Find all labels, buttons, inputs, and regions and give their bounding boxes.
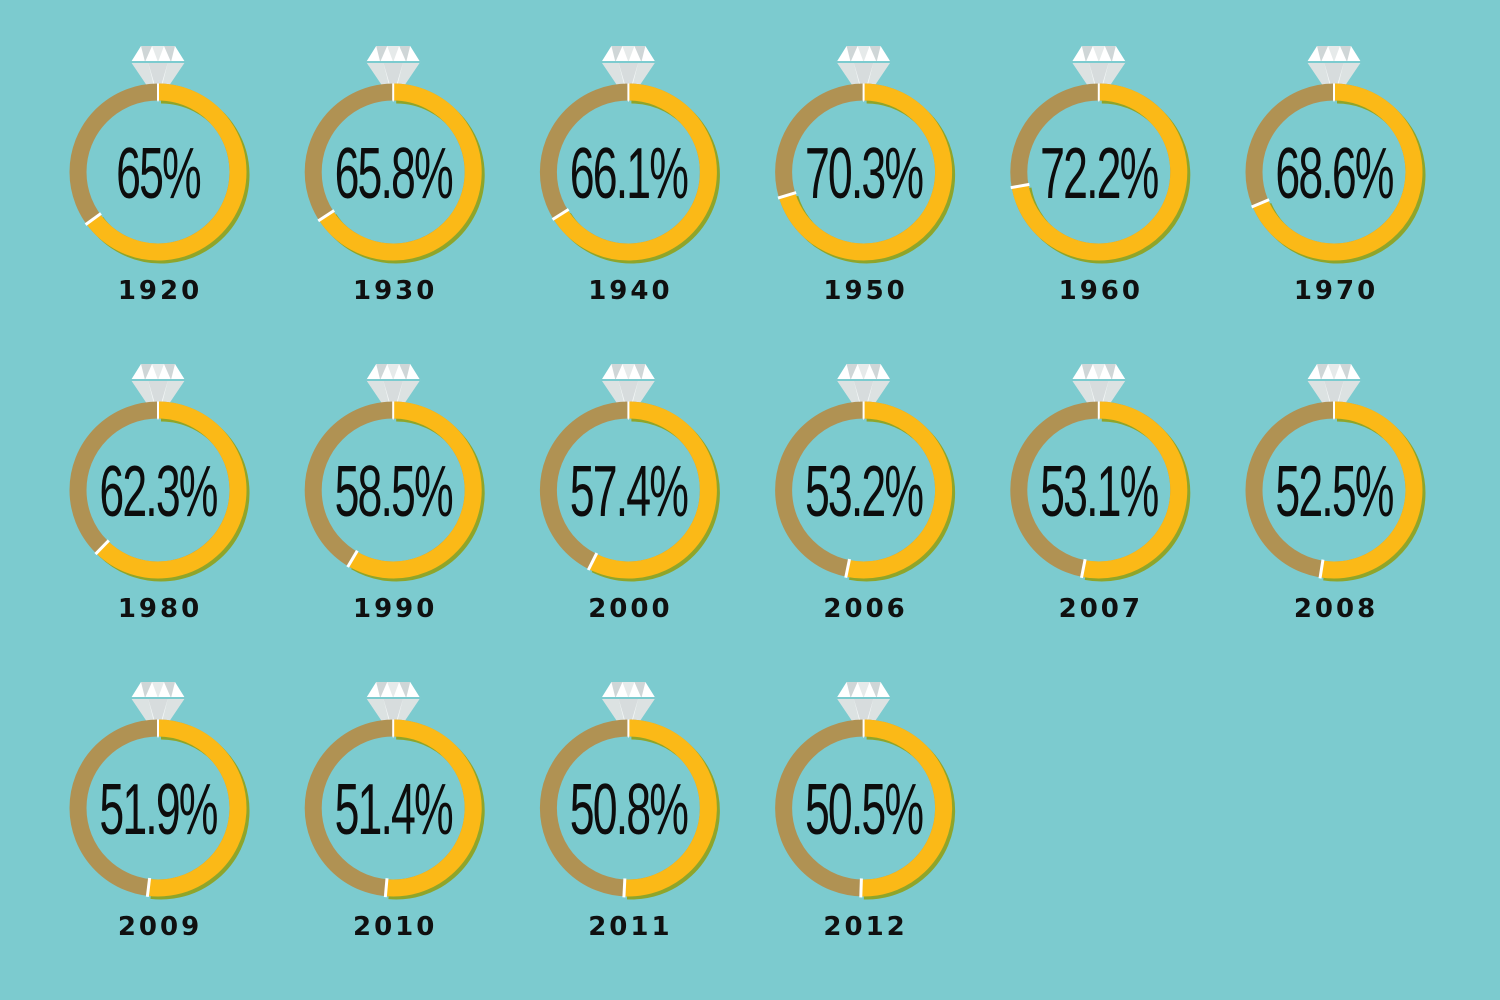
ring-value-arc [319,83,482,261]
ring-value-arc [1252,83,1423,261]
percent-label: 62.3% [99,451,217,532]
percent-label: 58.5% [335,451,453,532]
percent-label: 65% [116,133,201,214]
ring-item: 72.2% 1960 [1010,46,1191,306]
year-label: 2008 [1294,594,1378,624]
percent-label: 65.8% [335,133,453,214]
year-label: 1960 [1059,276,1143,306]
ring-item: 68.6% 1970 [1245,46,1426,306]
ring-item: 51.4% 2010 [304,682,485,942]
ring-value-arc [1320,401,1423,579]
ring-item: 53.1% 2007 [1010,364,1191,624]
percent-label: 52.5% [1275,451,1393,532]
ring-value-arc [1081,401,1188,579]
percent-label: 50.8% [570,769,688,850]
year-label: 1970 [1294,276,1378,306]
year-label: 1950 [823,276,907,306]
year-label: 2012 [823,912,907,942]
percent-label: 50.5% [805,769,923,850]
ring-item: 51.9% 2009 [69,682,250,942]
percent-label: 66.1% [570,133,688,214]
diamond-icon [131,364,185,420]
year-label: 1920 [118,276,202,306]
ring-item: 50.5% 2012 [775,682,956,942]
ring-value-arc [96,401,247,579]
ring-value-arc [860,719,953,897]
ring-item: 70.3% 1950 [775,46,956,306]
ring-item: 52.5% 2008 [1245,364,1426,624]
ring-value-arc [588,401,717,579]
ring-item: 62.3% 1980 [69,364,250,624]
year-label: 2010 [353,912,437,942]
year-label: 1980 [118,594,202,624]
ring-value-arc [348,401,482,579]
ring-item: 66.1% 1940 [539,46,720,306]
percent-label: 53.1% [1040,451,1158,532]
ring-value-arc [845,401,953,579]
year-label: 1940 [588,276,672,306]
ring-item: 50.8% 2011 [539,682,720,942]
year-label: 2011 [588,912,672,942]
year-label: 1930 [353,276,437,306]
ring-value-arc [147,719,247,897]
year-label: 2000 [588,594,672,624]
percent-label: 57.4% [570,451,688,532]
ring-item: 53.2% 2006 [775,364,956,624]
diamond-icon [1307,46,1361,102]
year-label: 2007 [1059,594,1143,624]
ring-value-arc [1011,83,1188,261]
percent-label: 72.2% [1040,133,1158,214]
diamond-icon [1071,46,1126,102]
year-label: 1990 [353,594,437,624]
year-label: 2009 [118,912,202,942]
ring-value-arc [623,719,717,897]
year-label: 2006 [823,594,907,624]
ring-value-arc [778,83,953,261]
ring-value-arc [553,83,717,261]
ring-value-arc [86,83,247,261]
percent-label: 51.4% [335,769,453,850]
ring-value-arc [385,719,482,897]
percent-label: 70.3% [805,133,923,214]
percent-label: 51.9% [99,769,217,850]
ring-item: 65.8% 1930 [304,46,485,306]
ring-item: 65% 1920 [69,46,250,306]
percent-label: 53.2% [805,451,923,532]
percent-label: 68.6% [1275,133,1393,214]
ring-item: 58.5% 1990 [304,364,485,624]
ring-item: 57.4% 2000 [539,364,720,624]
